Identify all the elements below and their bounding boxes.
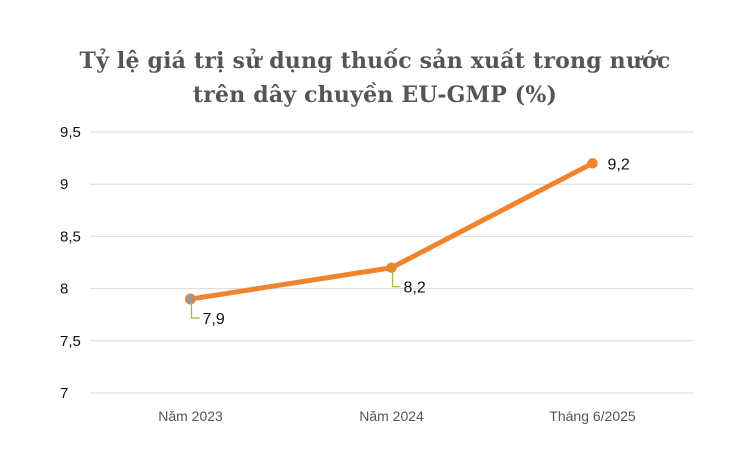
- data-point: [587, 158, 598, 169]
- data-point: [386, 262, 397, 273]
- data-label-leader: [391, 270, 401, 288]
- data-label: 8,2: [404, 280, 426, 297]
- gridlines: [90, 131, 693, 394]
- y-tick-label: 7,5: [60, 333, 81, 350]
- x-category-label: Năm 2023: [158, 408, 223, 424]
- x-category-label: Năm 2024: [359, 408, 424, 424]
- chart-title: Tỷ lệ giá trị sử dụng thuốc sản xuất tro…: [0, 44, 750, 112]
- data-label: 9,2: [608, 156, 630, 173]
- data-point: [185, 293, 196, 305]
- x-category-label: Tháng 6/2025: [549, 408, 636, 424]
- y-axis-ticks: 7 7,5 8 8,5 9 9,5: [60, 124, 81, 402]
- data-labels: 7,9 8,2 9,2: [190, 156, 630, 328]
- chart-title-line-2: trên dây chuyền EU-GMP (%): [192, 82, 558, 108]
- data-label-leader: [190, 302, 200, 319]
- data-label: 7,9: [203, 311, 225, 328]
- series-line: [188, 160, 595, 302]
- y-tick-label: 8,5: [60, 228, 81, 245]
- chart-title-line-1: Tỷ lệ giá trị sử dụng thuốc sản xuất tro…: [79, 48, 671, 74]
- y-tick-label: 8: [60, 281, 68, 298]
- x-axis-categories: Năm 2023 Năm 2024 Tháng 6/2025: [158, 408, 636, 424]
- series-line-group: [185, 158, 598, 305]
- y-tick-label: 7: [60, 385, 68, 402]
- y-tick-label: 9,5: [60, 124, 81, 141]
- y-tick-label: 9: [60, 176, 68, 193]
